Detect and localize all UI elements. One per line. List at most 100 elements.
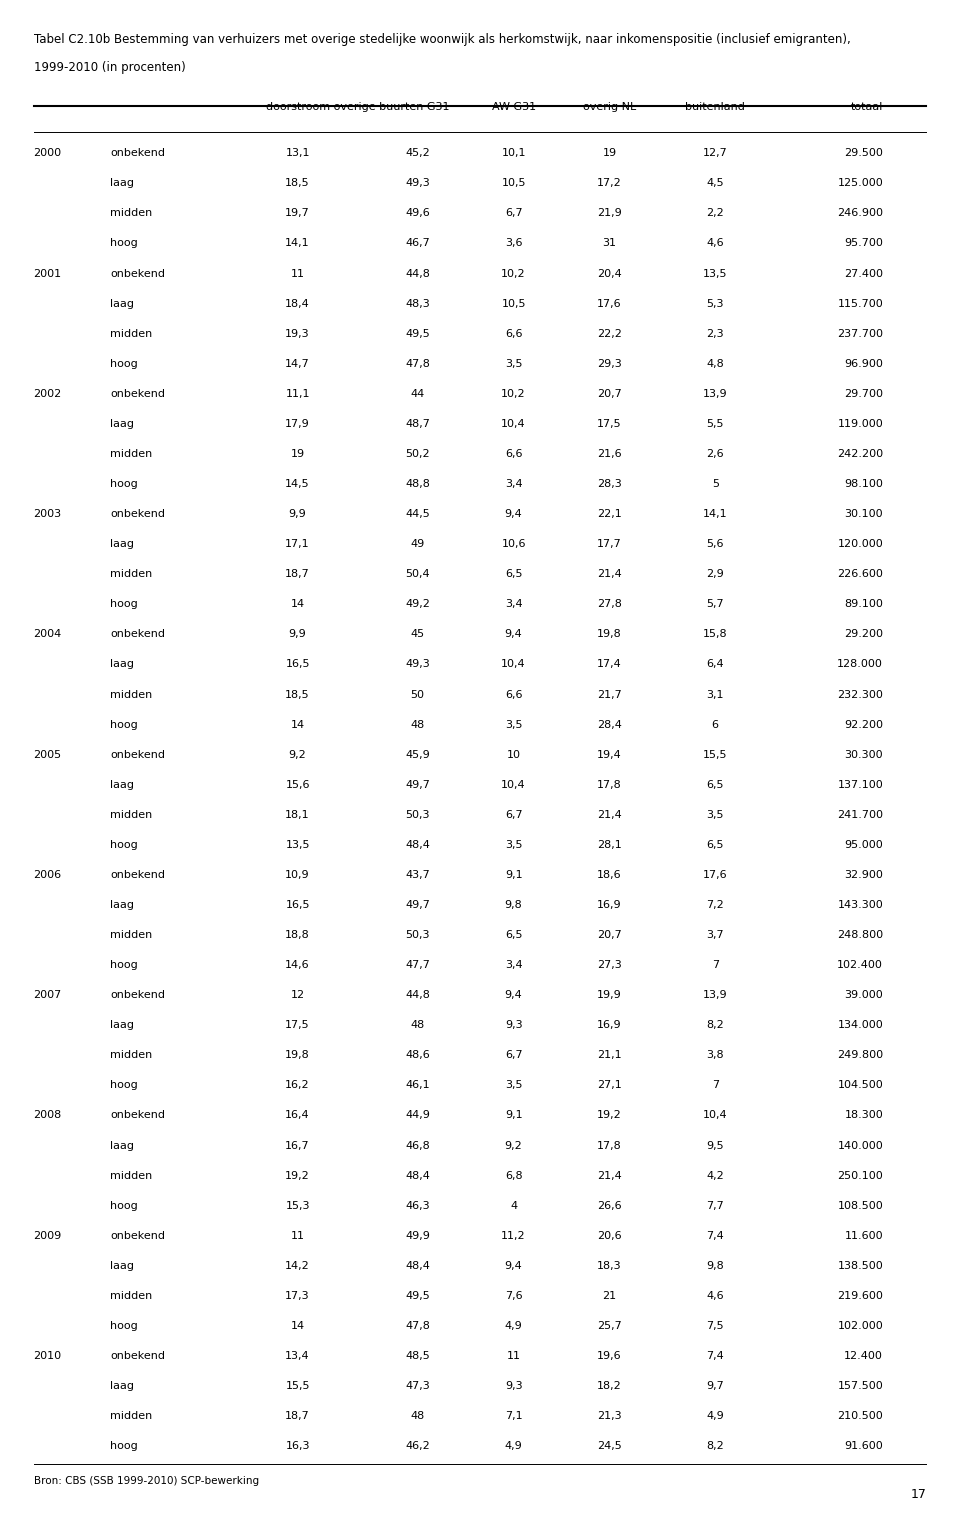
Text: 3,5: 3,5: [505, 840, 522, 849]
Text: 138.500: 138.500: [837, 1261, 883, 1271]
Text: 24,5: 24,5: [597, 1442, 622, 1451]
Text: 48,4: 48,4: [405, 840, 430, 849]
Text: 27,1: 27,1: [597, 1080, 622, 1091]
Text: 49,2: 49,2: [405, 600, 430, 609]
Text: 5,6: 5,6: [707, 539, 724, 550]
Text: hoog: hoog: [110, 840, 138, 849]
Text: 3,8: 3,8: [707, 1050, 724, 1060]
Text: hoog: hoog: [110, 1080, 138, 1091]
Text: midden: midden: [110, 208, 153, 219]
Text: 49,5: 49,5: [405, 328, 430, 339]
Text: 16,4: 16,4: [285, 1110, 310, 1121]
Text: 6,6: 6,6: [505, 690, 522, 700]
Text: 29.200: 29.200: [844, 629, 883, 639]
Text: 6,7: 6,7: [505, 1050, 522, 1060]
Text: 29,3: 29,3: [597, 358, 622, 369]
Text: onbekend: onbekend: [110, 269, 165, 278]
Text: 6,4: 6,4: [707, 659, 724, 670]
Text: 3,4: 3,4: [505, 960, 522, 971]
Text: 13,4: 13,4: [285, 1350, 310, 1361]
Text: 9,8: 9,8: [707, 1261, 724, 1271]
Text: 45: 45: [411, 629, 424, 639]
Text: 5,7: 5,7: [707, 600, 724, 609]
Text: 16,7: 16,7: [285, 1141, 310, 1150]
Text: 137.100: 137.100: [837, 779, 883, 790]
Text: 9,8: 9,8: [505, 899, 522, 910]
Text: 46,2: 46,2: [405, 1442, 430, 1451]
Text: 4,6: 4,6: [707, 1291, 724, 1300]
Text: onbekend: onbekend: [110, 1350, 165, 1361]
Text: laag: laag: [110, 1381, 134, 1391]
Text: 14,7: 14,7: [285, 358, 310, 369]
Text: 13,9: 13,9: [703, 990, 728, 1000]
Text: 12,7: 12,7: [703, 149, 728, 158]
Text: 11: 11: [507, 1350, 520, 1361]
Text: 50,2: 50,2: [405, 450, 430, 459]
Text: 10: 10: [507, 750, 520, 760]
Text: 7,4: 7,4: [707, 1350, 724, 1361]
Text: laag: laag: [110, 779, 134, 790]
Text: 9,1: 9,1: [505, 870, 522, 880]
Text: 128.000: 128.000: [837, 659, 883, 670]
Text: 17,9: 17,9: [285, 419, 310, 428]
Text: 17,8: 17,8: [597, 1141, 622, 1150]
Text: 16,5: 16,5: [285, 659, 310, 670]
Text: 15,8: 15,8: [703, 629, 728, 639]
Text: 2009: 2009: [34, 1230, 61, 1241]
Text: 17: 17: [910, 1487, 926, 1501]
Text: 21,4: 21,4: [597, 570, 622, 579]
Text: 246.900: 246.900: [837, 208, 883, 219]
Text: 10,4: 10,4: [703, 1110, 728, 1121]
Text: 3,5: 3,5: [707, 810, 724, 820]
Text: 9,9: 9,9: [289, 629, 306, 639]
Text: 10,9: 10,9: [285, 870, 310, 880]
Text: 49,3: 49,3: [405, 659, 430, 670]
Text: 44,9: 44,9: [405, 1110, 430, 1121]
Text: 104.500: 104.500: [837, 1080, 883, 1091]
Text: 20,6: 20,6: [597, 1230, 622, 1241]
Text: 6,8: 6,8: [505, 1171, 522, 1180]
Text: 16,9: 16,9: [597, 899, 622, 910]
Text: 7,5: 7,5: [707, 1322, 724, 1331]
Text: 27,8: 27,8: [597, 600, 622, 609]
Text: 48,3: 48,3: [405, 299, 430, 308]
Text: 219.600: 219.600: [837, 1291, 883, 1300]
Text: 15,6: 15,6: [285, 779, 310, 790]
Text: 46,7: 46,7: [405, 238, 430, 249]
Text: 20,7: 20,7: [597, 930, 622, 940]
Text: laag: laag: [110, 1261, 134, 1271]
Text: hoog: hoog: [110, 1200, 138, 1211]
Text: 13,5: 13,5: [285, 840, 310, 849]
Text: 20,7: 20,7: [597, 389, 622, 399]
Text: 6,5: 6,5: [707, 779, 724, 790]
Text: 49,6: 49,6: [405, 208, 430, 219]
Text: 2002: 2002: [34, 389, 61, 399]
Text: 108.500: 108.500: [837, 1200, 883, 1211]
Text: 17,8: 17,8: [597, 779, 622, 790]
Text: onbekend: onbekend: [110, 990, 165, 1000]
Text: 9,4: 9,4: [505, 1261, 522, 1271]
Text: 17,5: 17,5: [285, 1021, 310, 1030]
Text: laag: laag: [110, 659, 134, 670]
Text: 6,5: 6,5: [505, 930, 522, 940]
Text: 5,5: 5,5: [707, 419, 724, 428]
Text: 48: 48: [411, 720, 424, 729]
Text: laag: laag: [110, 419, 134, 428]
Text: 3,4: 3,4: [505, 600, 522, 609]
Text: 9,5: 9,5: [707, 1141, 724, 1150]
Text: 14,5: 14,5: [285, 478, 310, 489]
Text: 21,7: 21,7: [597, 690, 622, 700]
Text: 19,2: 19,2: [597, 1110, 622, 1121]
Text: 31: 31: [603, 238, 616, 249]
Text: laag: laag: [110, 539, 134, 550]
Text: 19,6: 19,6: [597, 1350, 622, 1361]
Text: 45,9: 45,9: [405, 750, 430, 760]
Text: 7,7: 7,7: [707, 1200, 724, 1211]
Text: 28,4: 28,4: [597, 720, 622, 729]
Text: 2001: 2001: [34, 269, 61, 278]
Text: 29.700: 29.700: [844, 389, 883, 399]
Text: 2,3: 2,3: [707, 328, 724, 339]
Text: 19,4: 19,4: [597, 750, 622, 760]
Text: 47,8: 47,8: [405, 358, 430, 369]
Text: 3,5: 3,5: [505, 720, 522, 729]
